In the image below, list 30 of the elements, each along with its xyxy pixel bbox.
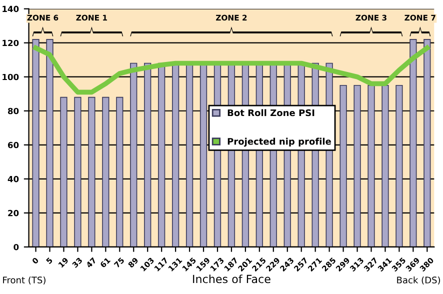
bar: [74, 96, 82, 247]
y-tick-label: 40: [8, 176, 19, 182]
legend-label: Projected nip profile: [228, 138, 331, 147]
y-tick-label: 140: [2, 6, 19, 12]
bar: [382, 84, 389, 247]
bar: [130, 62, 138, 247]
y-tick-label: 0: [14, 244, 19, 250]
bar: [410, 39, 417, 247]
bar: [46, 39, 54, 247]
x-axis-title: Inches of Face: [193, 274, 270, 284]
bar: [116, 96, 124, 247]
bar: [60, 96, 68, 247]
bar: [144, 62, 152, 247]
y-tick-label: 60: [8, 142, 19, 148]
bar: [340, 84, 347, 247]
bar: [88, 96, 96, 247]
bar: [368, 84, 375, 247]
text: Back (DS): [397, 276, 440, 284]
bar: [396, 84, 403, 247]
bar: [354, 84, 361, 247]
bar: [32, 39, 40, 247]
line-series: [33, 46, 430, 95]
text: Front (TS): [3, 276, 46, 284]
bar: [102, 96, 110, 247]
bar: [424, 39, 431, 247]
y-tick-label: 80: [8, 108, 19, 114]
y-tick-label: 20: [8, 210, 19, 216]
legend-label: Bot Roll Zone PSI: [228, 109, 314, 116]
y-tick-label: 120: [2, 40, 19, 46]
y-tick-label: 100: [2, 74, 19, 80]
